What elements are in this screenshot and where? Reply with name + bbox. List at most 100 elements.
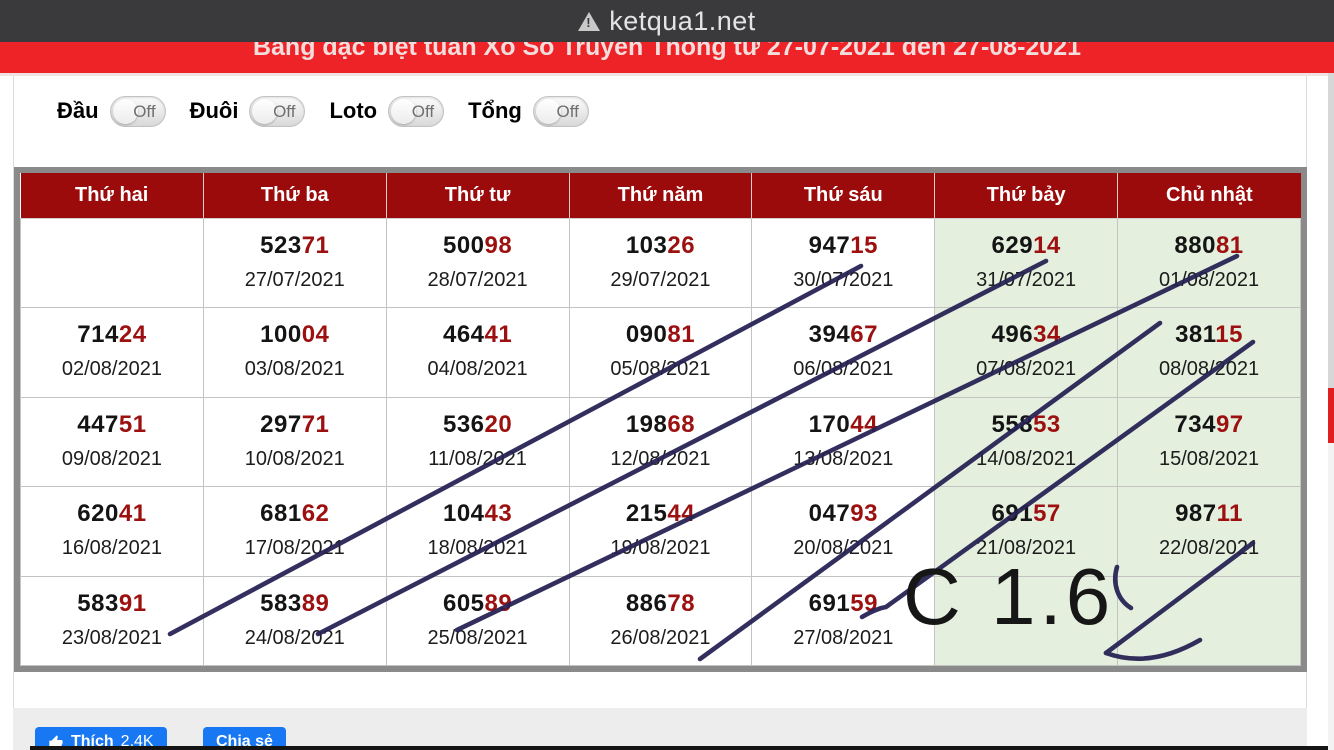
toggle-knob (391, 98, 417, 124)
toggle-state: Off (556, 101, 579, 121)
result-date: 29/07/2021 (610, 268, 711, 291)
result-number: 68162 (260, 500, 330, 527)
result-cell (1117, 575, 1301, 666)
result-cell: 98711 22/08/2021 (1117, 486, 1301, 577)
scrollbar[interactable] (1328, 42, 1334, 750)
result-number: 69159 (808, 589, 878, 617)
result-date: 03/08/2021 (244, 358, 345, 380)
result-number: 29771 (260, 410, 330, 438)
result-date: 22/08/2021 (1158, 537, 1260, 559)
thumbs-up-icon (49, 735, 63, 749)
result-cell: 58391 23/08/2021 (20, 575, 204, 666)
result-date: 15/08/2021 (1158, 447, 1260, 470)
result-number: 17044 (808, 410, 878, 438)
toggle-tong[interactable]: Off (532, 95, 589, 127)
not-secure-warning-icon (578, 11, 601, 31)
site-url: ketqua1.net (609, 5, 756, 36)
result-number: 52371 (260, 231, 330, 259)
filter-toggle-row: Đầu Off Đuôi Off Loto Off Tổng Off (57, 92, 613, 130)
table-header-cell: Thứ năm (569, 173, 753, 219)
result-number: 10004 (260, 321, 330, 348)
result-cell: 71424 02/08/2021 (20, 307, 204, 398)
result-date: 18/08/2021 (427, 537, 528, 559)
result-date: 11/08/2021 (428, 447, 527, 470)
table-header-row: Thứ hai Thứ ba Thứ tư Thứ năm Thứ sáu Thứ bảy… (20, 173, 1301, 219)
result-cell: 58389 24/08/2021 (202, 575, 387, 666)
result-date: 27/08/2021 (793, 626, 894, 649)
result-date: 25/08/2021 (427, 626, 528, 649)
result-date: 20/08/2021 (793, 537, 894, 559)
table-header-cell: Thứ ba (203, 173, 387, 219)
filter-label-tong: Tổng (468, 98, 522, 123)
table-header-cell: Thứ hai (20, 173, 204, 219)
toggle-knob (112, 98, 138, 124)
result-date: 01/08/2021 (1158, 268, 1260, 291)
result-cell: 69159 27/08/2021 (751, 575, 936, 666)
result-date: 09/08/2021 (61, 447, 162, 470)
result-cell: 68162 17/08/2021 (202, 486, 387, 577)
result-cell: 44751 09/08/2021 (20, 396, 204, 487)
result-date: 04/08/2021 (427, 358, 528, 380)
share-label: Chia sẻ (216, 733, 273, 750)
result-number: 94715 (808, 231, 878, 259)
result-date: 28/07/2021 (427, 268, 528, 291)
table-header-cell: Thứ bảy (934, 173, 1119, 219)
browser-address[interactable]: ketqua1.net (578, 6, 756, 37)
toggle-state: Off (273, 101, 296, 121)
table-row: 71424 02/08/2021 10004 03/08/2021 46441 04/08… (20, 307, 1301, 398)
facebook-share-button[interactable]: Chia sẻ (203, 727, 286, 750)
result-date: 17/08/2021 (244, 537, 345, 559)
result-date: 24/08/2021 (244, 626, 345, 649)
toggle-state: Off (133, 101, 156, 121)
result-date: 06/08/2021 (793, 358, 894, 380)
result-cell: 53620 11/08/2021 (385, 396, 570, 487)
result-cell: 69157 21/08/2021 (934, 486, 1119, 577)
result-cell: 04793 20/08/2021 (751, 486, 936, 577)
filter-label-duoi: Đuôi (189, 98, 239, 123)
toggle-knob (535, 98, 561, 124)
result-number: 69157 (991, 500, 1061, 527)
result-cell: 21544 19/08/2021 (568, 486, 753, 577)
like-count: 2,4K (120, 733, 154, 750)
result-cell: 60589 25/08/2021 (385, 575, 570, 666)
result-number: 71424 (77, 321, 147, 348)
result-date: 26/08/2021 (610, 626, 711, 649)
browser-title-bar: ketqua1.net (0, 0, 1334, 42)
result-date: 13/08/2021 (793, 447, 894, 470)
result-date: 12/08/2021 (610, 447, 711, 470)
result-number: 98711 (1175, 500, 1243, 527)
table-header-cell: Chủ nhật (1117, 173, 1301, 219)
result-date: 16/08/2021 (61, 537, 162, 559)
results-table: Thứ hai Thứ ba Thứ tư Thứ năm Thứ sáu Thứ bảy… (20, 173, 1301, 666)
result-cell: 50098 28/07/2021 (385, 217, 570, 308)
result-number: 58389 (260, 589, 330, 617)
result-number: 50098 (442, 231, 513, 259)
result-date: 21/08/2021 (976, 537, 1077, 559)
toggle-loto[interactable]: Off (388, 95, 445, 127)
result-number: 04793 (808, 500, 878, 527)
result-cell: 62914 31/07/2021 (934, 217, 1119, 308)
result-date: 23/08/2021 (61, 626, 162, 649)
result-date: 02/08/2021 (61, 358, 162, 380)
result-number: 09081 (625, 321, 696, 348)
result-number: 49634 (991, 321, 1061, 348)
result-number: 62041 (77, 500, 147, 527)
page-banner: Bảng đặc biệt tuần Xổ Số Truyền Thống từ… (0, 42, 1334, 73)
result-number: 44751 (77, 410, 147, 438)
table-header-cell: Thứ tư (386, 173, 570, 219)
result-date: 07/08/2021 (976, 358, 1077, 380)
result-date: 08/08/2021 (1158, 358, 1260, 380)
toggle-dau[interactable]: Off (109, 95, 166, 127)
filter-label-dau: Đầu (57, 98, 99, 123)
result-cell: 10443 18/08/2021 (385, 486, 570, 577)
result-date: 30/07/2021 (793, 268, 894, 291)
result-cell: 62041 16/08/2021 (20, 486, 204, 577)
result-number: 38115 (1175, 321, 1243, 348)
table-row: 52371 27/07/2021 50098 28/07/2021 10326 29/07… (20, 217, 1301, 308)
facebook-like-button[interactable]: Thích 2,4K (35, 727, 167, 750)
result-date: 27/07/2021 (244, 268, 345, 291)
result-cell: 38115 08/08/2021 (1117, 307, 1301, 398)
scrollbar-track (1328, 42, 1334, 388)
toggle-duoi[interactable]: Off (249, 95, 306, 127)
